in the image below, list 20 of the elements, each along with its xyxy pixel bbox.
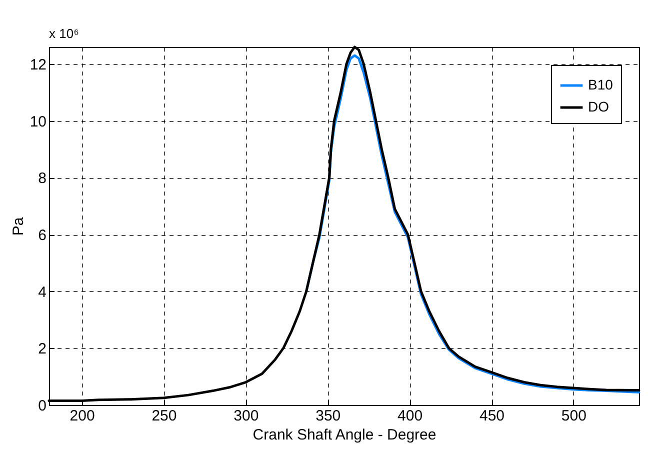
- legend-label: B10: [588, 76, 614, 92]
- y-tick-label: 4: [38, 284, 46, 301]
- y-tick-label: 10: [30, 113, 46, 130]
- x-tick-label: 200: [70, 408, 95, 424]
- x-tick-label: 300: [234, 408, 259, 424]
- x-tick-label: 350: [316, 408, 341, 424]
- y-axis-title: Pa: [10, 216, 27, 236]
- y-tick-label: 6: [38, 227, 46, 244]
- x-tick-label: 450: [479, 408, 505, 424]
- y-tick-label: 12: [30, 56, 46, 74]
- legend-label: DO: [588, 98, 610, 114]
- text: x 10⁶: [49, 26, 79, 41]
- x-tick-label: 400: [398, 408, 423, 424]
- y-tick-label: 0: [38, 398, 46, 414]
- x-axis-title: Crank Shaft Angle - Degree: [252, 426, 436, 444]
- y-tick-label: 8: [38, 170, 46, 188]
- x-tick-label: 500: [561, 408, 586, 424]
- x-tick-label: 250: [152, 408, 177, 424]
- y-tick-label: 2: [38, 340, 46, 358]
- line-series: [48, 46, 640, 402]
